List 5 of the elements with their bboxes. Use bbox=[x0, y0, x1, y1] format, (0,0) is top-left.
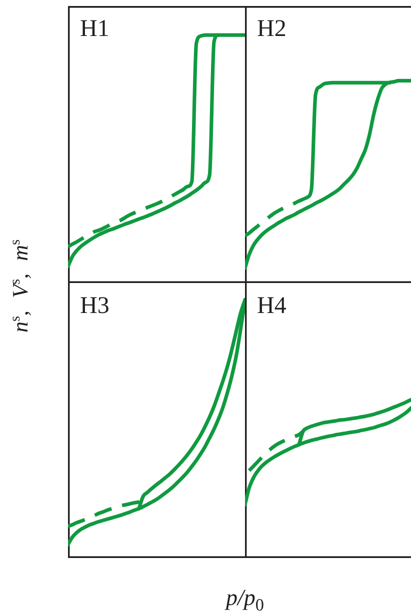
chart-title: H3 bbox=[80, 293, 110, 319]
x-axis-title: p/p$_{0}$ bbox=[226, 585, 264, 615]
chart-title: H4 bbox=[257, 293, 286, 319]
chart-title: H2 bbox=[257, 16, 286, 42]
chart-title: H1 bbox=[80, 16, 110, 42]
